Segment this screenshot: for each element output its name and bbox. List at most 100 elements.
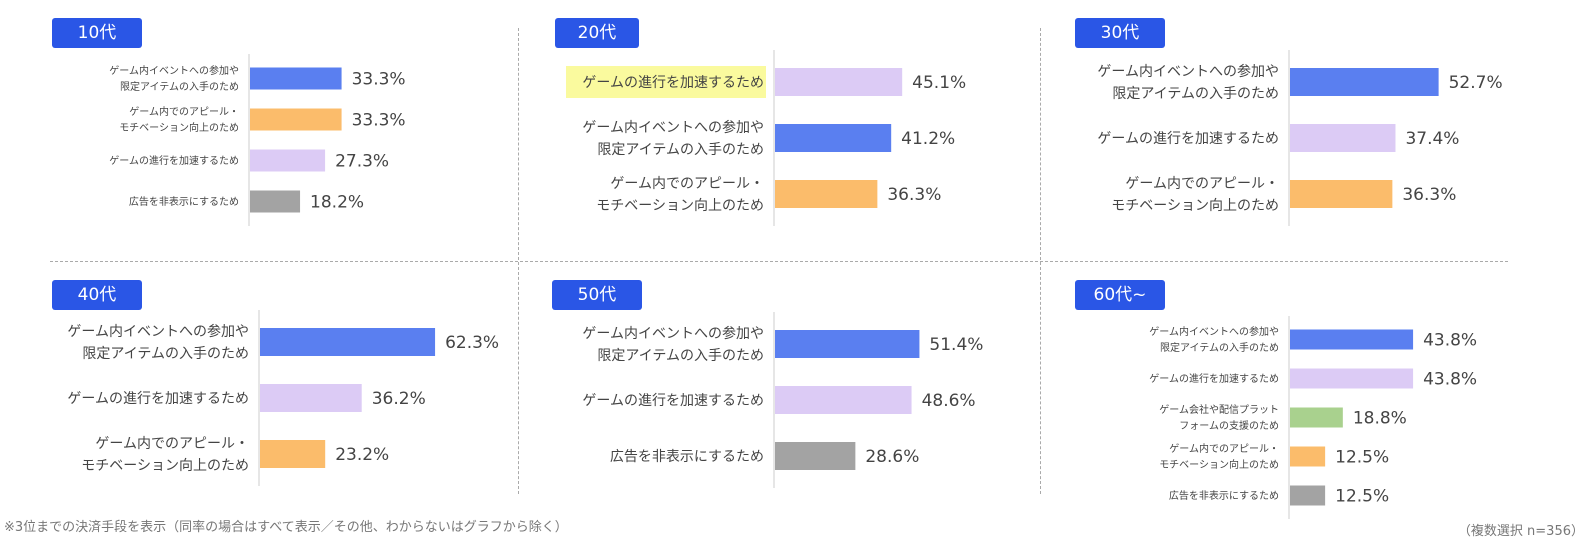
category-label: ゲーム内イベントへの参加や限定アイテムの入手のため xyxy=(109,64,239,93)
value-label: 43.8% xyxy=(1423,330,1477,350)
category-label-line: ゲーム内でのアピール・ xyxy=(610,176,764,192)
category-label-line: ゲームの進行を加速するため xyxy=(1149,372,1279,385)
category-label-line: ゲーム内イベントへの参加や xyxy=(1149,325,1279,338)
value-label: 41.2% xyxy=(901,129,955,149)
category-label-line: 限定アイテムの入手のため xyxy=(1160,341,1279,354)
age-badge: 20代 xyxy=(555,18,639,48)
category-label-line: 限定アイテムの入手のため xyxy=(82,346,249,362)
value-label: 18.8% xyxy=(1353,408,1407,428)
category-label-line: ゲームの進行を加速するため xyxy=(1097,131,1279,147)
category-label: ゲーム内でのアピール・モチベーション向上のため xyxy=(81,436,249,474)
category-label: ゲーム内イベントへの参加や限定アイテムの入手のため xyxy=(1149,325,1279,354)
category-label-line: 限定アイテムの入手のため xyxy=(597,142,764,158)
bar xyxy=(1290,329,1414,350)
bar xyxy=(250,149,326,172)
category-label: ゲーム内でのアピール・モチベーション向上のため xyxy=(1111,176,1279,214)
category-label: ゲームの進行を加速するため xyxy=(582,75,764,91)
category-label-line: ゲーム内イベントへの参加や xyxy=(1097,63,1279,80)
category-label-line: 限定アイテムの入手のため xyxy=(120,80,239,93)
age-badge: 30代 xyxy=(1075,18,1165,48)
category-highlight xyxy=(566,66,766,98)
category-label: 広告を非表示にするため xyxy=(1169,489,1279,502)
bar-chart: ゲーム内イベントへの参加や限定アイテムの入手のため 33.3% ゲーム内でのアピール… xyxy=(109,54,406,226)
category-label: ゲームの進行を加速するため xyxy=(109,154,239,167)
value-label: 33.3% xyxy=(352,110,406,130)
category-label-line: 広告を非表示にするため xyxy=(1169,489,1279,502)
value-label: 36.3% xyxy=(887,185,941,205)
category-label: ゲーム内イベントへの参加や限定アイテムの入手のため xyxy=(67,323,249,362)
category-label-line: モチベーション向上のため xyxy=(81,458,249,474)
category-label: ゲームの進行を加速するため xyxy=(1097,131,1279,147)
category-label-line: ゲーム内イベントへの参加や xyxy=(582,325,764,342)
bar xyxy=(260,328,436,356)
value-label: 33.3% xyxy=(352,69,406,89)
age-badge: 60代~ xyxy=(1075,280,1165,310)
bar xyxy=(1290,485,1326,506)
value-label: 12.5% xyxy=(1335,447,1389,467)
value-label: 28.6% xyxy=(865,447,919,467)
category-label-line: ゲーム内でのアピール・ xyxy=(129,105,239,118)
bar-chart: ゲーム内イベントへの参加や限定アイテムの入手のため 43.8% ゲームの進行を加速す… xyxy=(1149,316,1477,519)
category-label: ゲーム内でのアピール・モチベーション向上のため xyxy=(596,176,764,214)
bar xyxy=(250,108,342,131)
bar xyxy=(775,330,920,358)
category-label: 広告を非表示にするため xyxy=(129,195,239,208)
value-label: 18.2% xyxy=(310,192,364,212)
sample-size-note: （複数選択 n=356） xyxy=(1457,524,1584,539)
row-divider xyxy=(50,261,1508,262)
value-label: 52.7% xyxy=(1449,73,1503,93)
category-label-line: 広告を非表示にするため xyxy=(610,449,764,465)
category-label-line: 広告を非表示にするため xyxy=(129,195,239,208)
value-label: 37.4% xyxy=(1405,129,1459,149)
value-label: 36.2% xyxy=(372,389,426,409)
category-label-line: ゲーム内イベントへの参加や xyxy=(582,119,764,136)
category-label-line: ゲーム内でのアピール・ xyxy=(1125,176,1279,192)
category-label: ゲームの進行を加速するため xyxy=(67,391,249,407)
category-label-line: ゲーム内イベントへの参加や xyxy=(67,323,249,340)
bar xyxy=(775,180,878,208)
category-label-line: モチベーション向上のため xyxy=(1111,198,1279,214)
age-badge: 40代 xyxy=(52,280,142,310)
category-label-line: ゲームの進行を加速するため xyxy=(582,75,764,91)
category-label-line: モチベーション向上のため xyxy=(596,198,764,214)
bar xyxy=(260,384,362,412)
category-label: ゲーム内イベントへの参加や限定アイテムの入手のため xyxy=(582,119,764,158)
bar xyxy=(250,190,301,213)
bar xyxy=(775,124,892,152)
category-label-line: 限定アイテムの入手のため xyxy=(597,348,764,364)
bar xyxy=(260,440,326,468)
category-label-line: ゲーム内イベントへの参加や xyxy=(109,64,239,77)
category-label-line: モチベーション向上のため xyxy=(119,121,239,134)
category-label: ゲーム内イベントへの参加や限定アイテムの入手のため xyxy=(582,325,764,364)
value-label: 62.3% xyxy=(445,333,499,353)
category-label-line: フォームの支援のため xyxy=(1179,419,1279,432)
value-label: 36.3% xyxy=(1402,185,1456,205)
bar xyxy=(1290,68,1439,96)
value-label: 51.4% xyxy=(929,335,983,355)
category-label: 広告を非表示にするため xyxy=(610,449,764,465)
bar xyxy=(1290,368,1414,389)
bar xyxy=(775,386,912,414)
value-label: 48.6% xyxy=(922,391,976,411)
category-label: ゲーム内イベントへの参加や限定アイテムの入手のため xyxy=(1097,63,1279,102)
value-label: 43.8% xyxy=(1423,369,1477,389)
category-label-line: ゲームの進行を加速するため xyxy=(109,154,239,167)
bar xyxy=(1290,180,1393,208)
value-label: 27.3% xyxy=(335,151,389,171)
category-label-line: ゲームの進行を加速するため xyxy=(582,393,764,409)
footnote: ※3位までの決済手段を表示（同率の場合はすべて表示／その他、わからないはグラフか… xyxy=(4,520,568,535)
category-label-line: ゲーム内でのアピール・ xyxy=(95,436,249,452)
category-label: ゲームの進行を加速するため xyxy=(1149,372,1279,385)
category-label-line: ゲーム内でのアピール・ xyxy=(1169,442,1279,455)
category-label: ゲーム内でのアピール・モチベーション向上のため xyxy=(119,105,239,134)
age-badge: 10代 xyxy=(52,18,142,48)
bar-chart: ゲームの進行を加速するため 45.1% ゲーム内イベントへの参加や限定アイテムの入手… xyxy=(566,50,966,226)
category-label-line: モチベーション向上のため xyxy=(1159,458,1279,471)
category-label-line: ゲーム会社や配信プラット xyxy=(1159,403,1279,416)
category-label: ゲームの進行を加速するため xyxy=(582,393,764,409)
bar xyxy=(1290,446,1326,467)
bar xyxy=(775,68,903,96)
value-label: 23.2% xyxy=(335,445,389,465)
bar-chart: ゲーム内イベントへの参加や限定アイテムの入手のため 52.7% ゲームの進行を加速す… xyxy=(1097,50,1503,226)
age-badge: 50代 xyxy=(552,280,642,310)
